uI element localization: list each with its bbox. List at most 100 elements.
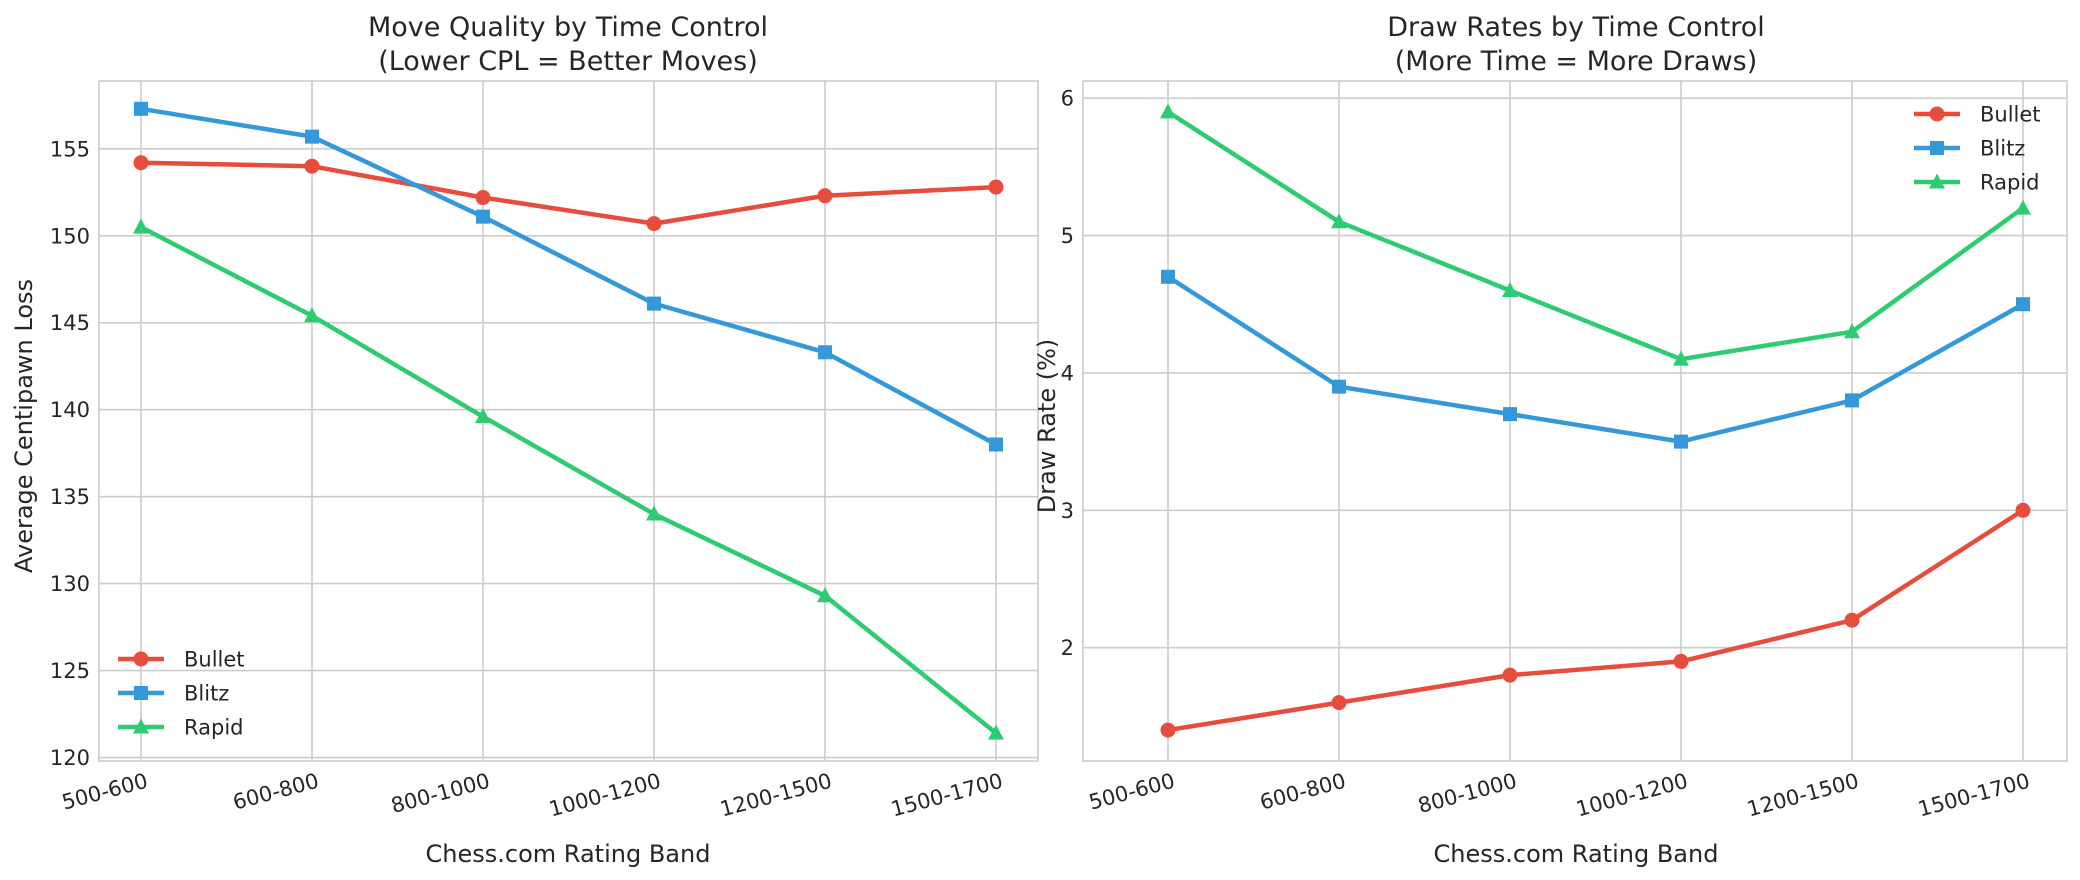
legend-entry-rapid: Rapid: [118, 716, 244, 740]
data-point-bullet: [1331, 695, 1347, 711]
x-tick-label: 600-800: [1257, 769, 1348, 815]
y-axis-label: Draw Rate (%): [1033, 339, 1061, 514]
data-point-rapid: [646, 505, 662, 521]
y-tick-label: 5: [1061, 224, 1074, 248]
legend-label: Bullet: [1980, 103, 2041, 127]
x-tick-label: 1200-1500: [1745, 769, 1862, 822]
data-point-rapid: [133, 218, 149, 234]
data-point-bullet: [304, 158, 320, 174]
data-point-blitz: [305, 129, 319, 144]
data-point-rapid: [988, 724, 1004, 740]
legend-label: Rapid: [1980, 171, 2040, 195]
data-point-rapid: [817, 587, 833, 603]
data-point-bullet: [1844, 612, 1860, 628]
y-tick-label: 6: [1061, 87, 1074, 111]
series-rapid: [1160, 103, 2031, 366]
legend-marker: [133, 718, 149, 734]
series-layer: [1160, 103, 2031, 738]
legend-entry-bullet: Bullet: [1914, 103, 2041, 127]
y-tick-label: 135: [50, 485, 90, 509]
x-tick-label: 1000-1200: [547, 769, 664, 822]
series-line-bullet: [138, 160, 999, 226]
legend-entry-blitz: Blitz: [118, 682, 229, 706]
series-line-rapid: [1165, 109, 2026, 362]
data-point-rapid: [304, 307, 320, 323]
data-point-rapid: [1331, 213, 1347, 229]
data-point-blitz: [989, 437, 1003, 452]
data-point-blitz: [2016, 297, 2030, 312]
data-point-rapid: [1673, 350, 1689, 366]
x-tick-label: 1500-1700: [1916, 769, 2033, 822]
series-line-bullet: [1165, 508, 2026, 733]
series-bullet: [1160, 502, 2031, 738]
series-blitz: [134, 101, 1003, 452]
data-point-bullet: [988, 179, 1004, 195]
data-point-bullet: [817, 188, 833, 204]
series-layer: [133, 101, 1004, 740]
x-tick-label: 1200-1500: [718, 769, 835, 822]
data-point-blitz: [1845, 393, 1859, 408]
data-point-bullet: [1502, 667, 1518, 683]
y-tick-label: 140: [50, 398, 90, 422]
y-tick-label: 155: [50, 137, 90, 161]
data-point-blitz: [1674, 434, 1688, 449]
legend-marker: [134, 686, 148, 700]
data-point-blitz: [1161, 269, 1175, 284]
x-tick-label: 500-600: [59, 769, 150, 815]
legend: Bullet Blitz Rapid: [118, 648, 245, 740]
y-tick-label: 2: [1061, 636, 1074, 660]
data-point-bullet: [1673, 653, 1689, 669]
y-axis-label: Average Centipawn Loss: [10, 279, 38, 573]
series-rapid: [133, 218, 1004, 740]
chart-title-line2: (Lower CPL = Better Moves): [378, 46, 758, 77]
legend-label: Bullet: [184, 648, 245, 672]
legend-marker: [1930, 141, 1944, 155]
legend-entry-bullet: Bullet: [118, 648, 245, 672]
series-line-blitz: [138, 106, 999, 447]
chart-panel-draw-rates: Draw Rates by Time Control (More Time = …: [1033, 12, 2068, 868]
x-tick-label: 800-1000: [388, 769, 492, 818]
x-tick-label: 500-600: [1086, 769, 1177, 815]
data-point-blitz: [818, 345, 832, 360]
legend-label: Blitz: [184, 682, 229, 706]
chart-panel-move-quality: Move Quality by Time Control (Lower CPL …: [10, 12, 1039, 868]
series-bullet: [133, 155, 1004, 232]
chart-title-line2: (More Time = More Draws): [1395, 46, 1758, 77]
legend-label: Rapid: [184, 716, 244, 740]
legend-marker: [133, 651, 149, 667]
grid: [1083, 81, 2067, 761]
data-point-blitz: [1503, 407, 1517, 422]
legend-entry-rapid: Rapid: [1914, 171, 2040, 195]
data-point-bullet: [475, 190, 491, 206]
data-point-blitz: [1332, 379, 1346, 394]
x-tick-label: 800-1000: [1415, 769, 1519, 818]
y-tick-label: 145: [50, 311, 90, 335]
plot-frame: [98, 80, 1039, 762]
data-point-bullet: [133, 155, 149, 171]
series-line-rapid: [138, 224, 999, 736]
series-line-blitz: [1165, 274, 2026, 444]
y-tick-label: 130: [50, 572, 90, 596]
data-point-bullet: [2015, 502, 2031, 518]
data-point-rapid: [2015, 199, 2031, 215]
data-point-blitz: [647, 296, 661, 311]
legend-marker: [1929, 106, 1945, 122]
chart-title-line1: Draw Rates by Time Control: [1387, 12, 1765, 43]
chart-title-line1: Move Quality by Time Control: [368, 12, 768, 43]
y-tick-label: 120: [50, 746, 90, 770]
x-axis-label: Chess.com Rating Band: [426, 840, 711, 868]
x-tick-label: 600-800: [230, 769, 321, 815]
legend-label: Blitz: [1980, 137, 2025, 161]
legend-entry-blitz: Blitz: [1914, 137, 2025, 161]
data-point-rapid: [1160, 103, 1176, 119]
x-tick-label: 1000-1200: [1574, 769, 1691, 822]
x-axis-label: Chess.com Rating Band: [1434, 840, 1719, 868]
tick-labels: 500-600 600-800 800-1000 1000-1200 1200-1500…: [1061, 87, 2033, 822]
data-point-rapid: [1502, 281, 1518, 297]
y-tick-label: 4: [1061, 361, 1074, 385]
data-point-rapid: [475, 408, 491, 424]
data-point-rapid: [1844, 323, 1860, 339]
legend: Bullet Blitz Rapid: [1914, 103, 2041, 195]
y-tick-label: 150: [50, 224, 90, 248]
